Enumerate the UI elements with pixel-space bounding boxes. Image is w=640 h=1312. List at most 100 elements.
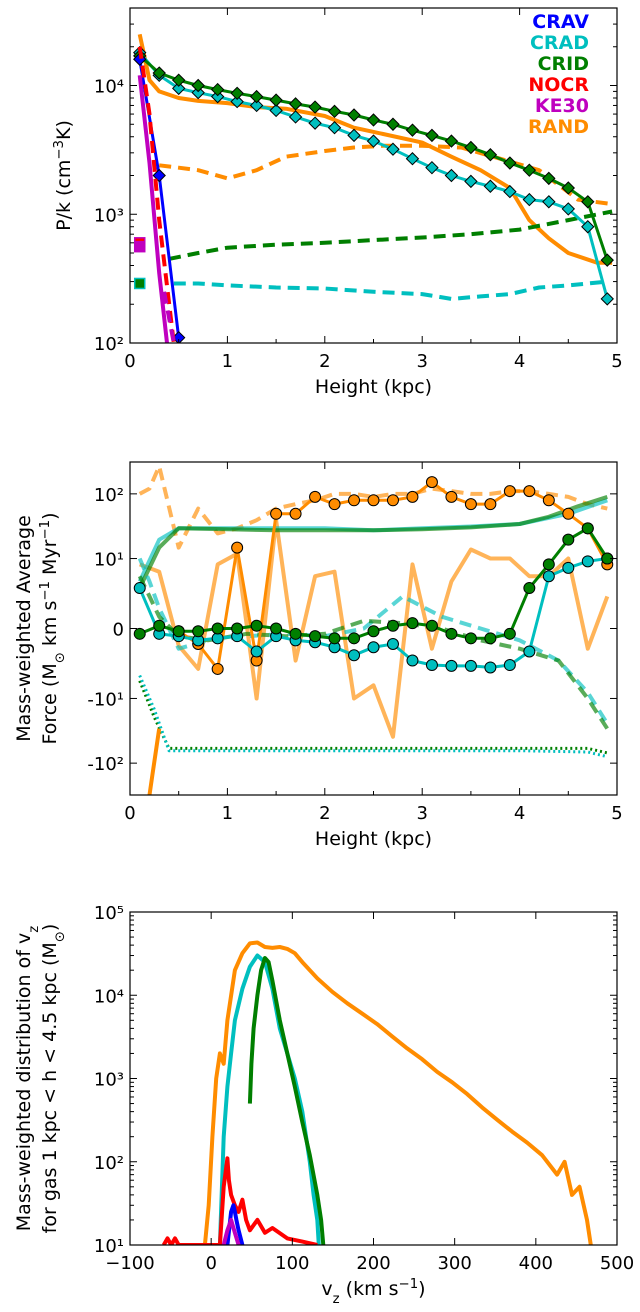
panel-bottom-vz-distribution: −100 0 100 200 300 400 500 10¹ 10² 10³ 10⁴ 10⁵ vz (k… (13, 903, 634, 1307)
series-crad-marker (522, 192, 537, 207)
series-rand-marker (211, 662, 224, 675)
series-crad-marker (210, 89, 225, 104)
series-crid-dashed-line (168, 209, 613, 261)
series-crad-marker (191, 85, 205, 100)
series-crad-marker (366, 134, 381, 148)
series-crad-marker (327, 121, 342, 135)
series-crad-marker (581, 555, 594, 568)
series-crad-marker (445, 659, 458, 672)
series-rand-marker (289, 507, 302, 520)
series-crid-marker (562, 533, 575, 546)
series-rand-marker (328, 498, 341, 511)
series-crid-marker (366, 113, 381, 127)
axes-frame (129, 911, 618, 1246)
series-crid-marker (581, 195, 595, 209)
series-crid-marker (405, 123, 420, 137)
series-rand-marker (348, 494, 361, 507)
series-crad-marker (249, 98, 264, 113)
series-crad-marker (600, 292, 614, 306)
series-crid-marker (288, 97, 303, 111)
x-tick-label: 0 (205, 1253, 216, 1274)
series-rand-dashed-line (158, 143, 613, 207)
series-rand-marker (406, 490, 419, 503)
series-crad-marker (425, 160, 439, 175)
panel-middle-force: 0 1 2 3 4 5 10² 10¹ 0 -10¹ -10² Height (kpc) Mass-we… (13, 461, 623, 850)
series-ke30-solid-line (221, 1217, 241, 1245)
series-crid-marker (503, 156, 517, 170)
series-rand-solid-line (137, 33, 613, 265)
x-axis-label: Height (kpc) (315, 376, 432, 398)
series-crad-marker (561, 202, 576, 216)
series-rand-marker (523, 485, 536, 498)
series-crad-marker (347, 128, 361, 143)
series-crid-marker (522, 163, 537, 177)
series-crid-marker (348, 632, 361, 645)
series-crad-marker (386, 142, 400, 156)
series-crid-marker (133, 627, 146, 640)
series-ke30-dashed-line (162, 291, 176, 343)
square-point-marker (133, 240, 146, 253)
series-rand-marker (425, 476, 438, 489)
x-tick-label: 500 (600, 1253, 634, 1274)
series-crid-marker (367, 625, 380, 638)
series-rand-marker (231, 541, 244, 554)
series-crad-marker (230, 94, 244, 109)
y-tick-label: 10² (94, 485, 124, 506)
series-crad-marker (367, 641, 380, 654)
series-crad-marker (133, 582, 146, 595)
x-tick-label: 300 (437, 1253, 471, 1274)
series-rand-marker (562, 507, 575, 520)
y-axis-label-line2: Force (M⊙ km s−1 Myr−1) (38, 512, 68, 744)
series-rand-solid-light-line (138, 518, 610, 739)
series-rand-marker (542, 494, 555, 507)
y-tick-label: 10³ (94, 205, 124, 226)
series-rand-marker (484, 498, 497, 511)
series-crad-marker (269, 103, 283, 118)
x-tick-label: 3 (416, 803, 427, 824)
series-crid-marker (425, 128, 439, 143)
y-axis-label-line2: for gas 1 kpc < h < 4.5 kpc (M⊙) (39, 924, 68, 1234)
series-crid-marker (464, 140, 478, 155)
y-tick-label: 10² (94, 334, 124, 355)
series-crid-marker (270, 622, 283, 635)
series-crid-marker (464, 632, 477, 645)
series-crad-marker (562, 561, 575, 574)
series-crid-marker (191, 78, 205, 93)
x-tick-label: 5 (611, 351, 622, 372)
series-crad-marker (464, 174, 478, 189)
x-tick-label: 4 (514, 803, 525, 824)
series-crid-marker (308, 100, 322, 114)
plot-area (161, 940, 593, 1245)
series-crid-marker (249, 89, 264, 104)
y-axis-label: Mass-weighted Average (13, 515, 35, 742)
plot-area (133, 33, 614, 343)
series-crid-marker (406, 617, 419, 630)
legend-entry-ke30: KE30 (535, 95, 589, 117)
series-crav-solid-line (225, 1203, 245, 1245)
series-crid-solid-line (247, 956, 326, 1245)
series-crid-marker (581, 522, 594, 535)
series-crad-dashed-light-line (137, 557, 609, 725)
series-crid-marker (484, 632, 497, 645)
y-tick-label: -10¹ (87, 689, 124, 710)
series-crid-marker (171, 73, 186, 87)
series-crad-marker (444, 168, 459, 183)
series-crad-solid-light-line (137, 498, 608, 583)
series-crad-marker (503, 184, 517, 199)
y-tick-label: 10³ (94, 1070, 124, 1091)
series-crad-dotted-line (138, 674, 608, 759)
series-nocr-dashed-line (137, 46, 176, 343)
series-crid-marker (328, 632, 341, 645)
series-crad-marker (171, 81, 186, 96)
x-tick-label: 0 (124, 803, 135, 824)
y-tick-label: 10¹ (94, 1236, 124, 1257)
series-crad-marker (405, 152, 420, 166)
series-crad-marker (503, 659, 516, 672)
legend-entry-crav: CRAV (532, 11, 589, 33)
series-crad-marker (464, 659, 477, 672)
series-rand-marker (445, 490, 458, 503)
series-crad-marker (288, 110, 303, 124)
series-crad-marker (483, 179, 498, 193)
